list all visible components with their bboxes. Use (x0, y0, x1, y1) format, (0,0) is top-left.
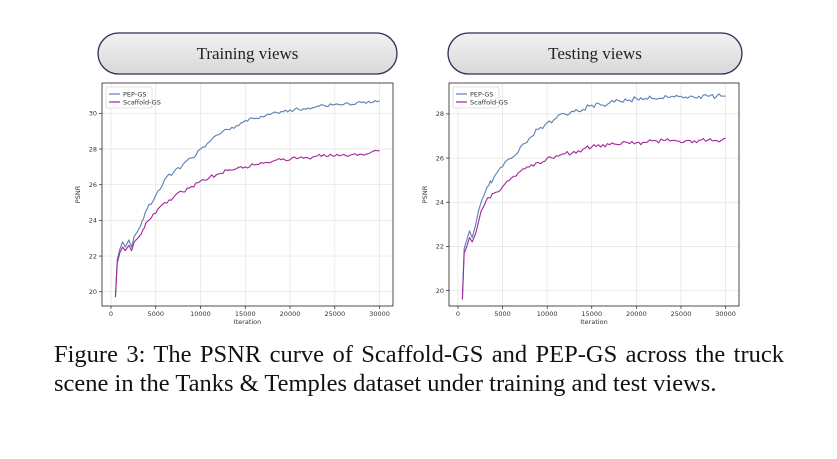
y-tick-label-testing-2: 24 (436, 199, 444, 207)
series-line-testing-Scaffold-GS (461, 137, 726, 300)
y-axis-label-testing: PSNR (421, 185, 429, 203)
x-tick-label-training-6: 30000 (369, 310, 390, 318)
chart-title-testing: Testing views (548, 44, 642, 63)
series-line-training-Scaffold-GS (114, 149, 380, 298)
x-tick-label-testing-0: 0 (456, 310, 460, 318)
legend-label-training-Scaffold-GS: Scaffold-GS (123, 98, 161, 106)
y-tick-label-testing-1: 22 (436, 243, 444, 251)
panel-training: Training views 0 5000 10000 15000 20000 25000… (74, 32, 398, 326)
x-axis-label-training: Iteration (234, 318, 262, 326)
y-tick-label-testing-3: 26 (436, 154, 444, 162)
x-tick-label-testing-3: 15000 (581, 310, 602, 318)
y-tick-label-training-0: 20 (89, 288, 97, 296)
y-tick-label-training-2: 24 (89, 217, 97, 225)
chart-training: 0 5000 10000 15000 20000 25000 30000 20 22 24 26 28… (74, 82, 394, 326)
legend-label-testing-Scaffold-GS: Scaffold-GS (470, 98, 508, 106)
x-tick-label-training-3: 15000 (235, 310, 256, 318)
chart-testing: 0 5000 10000 15000 20000 25000 30000 20 22 24 26 28… (421, 82, 740, 326)
series-line-training-PEP-GS (114, 100, 380, 298)
y-axis-label-training: PSNR (74, 185, 82, 203)
legend-box-testing (452, 86, 500, 109)
x-tick-label-testing-4: 20000 (626, 310, 647, 318)
legend-label-testing-PEP-GS: PEP-GS (470, 90, 494, 98)
series-line-testing-PEP-GS (461, 93, 726, 300)
title-pill-training (97, 32, 398, 75)
y-tick-label-training-1: 22 (89, 252, 97, 260)
x-tick-label-testing-1: 5000 (494, 310, 511, 318)
x-tick-label-training-4: 20000 (280, 310, 301, 318)
legend-box-training (105, 86, 153, 109)
y-tick-label-testing-4: 28 (436, 110, 444, 118)
x-tick-label-training-2: 10000 (190, 310, 211, 318)
x-tick-label-testing-2: 10000 (537, 310, 558, 318)
x-tick-label-testing-5: 25000 (671, 310, 692, 318)
plot-area-training (102, 83, 393, 306)
plot-area-testing (449, 83, 739, 306)
x-tick-label-training-1: 5000 (147, 310, 164, 318)
x-axis-label-testing: Iteration (580, 318, 608, 326)
title-pill-testing (447, 32, 743, 75)
y-tick-label-training-3: 26 (89, 181, 97, 189)
axes-frame-testing (448, 82, 740, 307)
axes-frame-training (101, 82, 394, 307)
y-tick-label-training-4: 28 (89, 145, 97, 153)
panel-testing: Testing views 0 5000 10000 15000 20000 25000 3… (421, 32, 743, 326)
x-tick-label-training-5: 25000 (324, 310, 345, 318)
y-tick-label-training-5: 30 (89, 110, 97, 118)
y-tick-label-testing-0: 20 (436, 287, 444, 295)
figure-caption: Figure 3: The PSNR curve of Scaffold-GS … (54, 341, 784, 397)
x-tick-label-testing-6: 30000 (715, 310, 736, 318)
legend-label-training-PEP-GS: PEP-GS (123, 90, 147, 98)
chart-title-training: Training views (197, 44, 299, 63)
x-tick-label-training-0: 0 (109, 310, 113, 318)
